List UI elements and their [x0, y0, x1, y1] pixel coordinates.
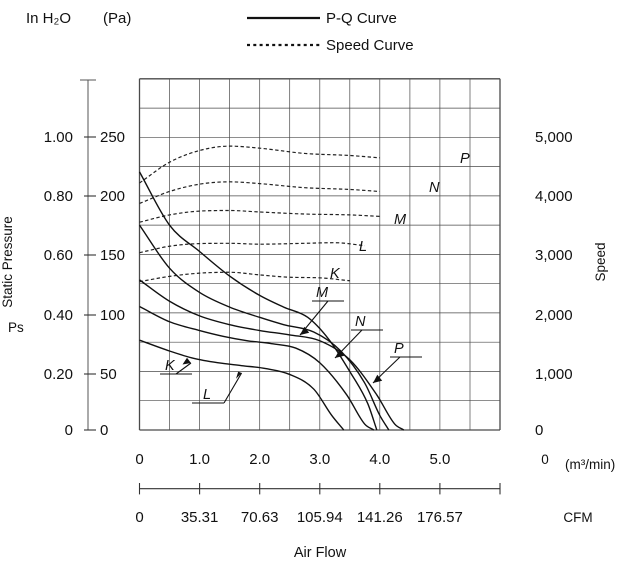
svg-text:0: 0: [65, 422, 73, 439]
svg-text:Static Pressure: Static Pressure: [0, 216, 15, 308]
svg-text:200: 200: [100, 188, 125, 205]
svg-text:150: 150: [100, 247, 125, 264]
svg-text:0: 0: [135, 451, 143, 468]
svg-text:M: M: [394, 212, 407, 228]
svg-text:3.0: 3.0: [309, 451, 330, 468]
svg-text:0.80: 0.80: [44, 188, 73, 205]
svg-text:0: 0: [541, 452, 549, 467]
svg-text:250: 250: [100, 129, 125, 146]
svg-text:5.0: 5.0: [429, 451, 450, 468]
svg-text:1,000: 1,000: [535, 366, 573, 383]
svg-text:4,000: 4,000: [535, 188, 573, 205]
svg-text:2,000: 2,000: [535, 307, 573, 324]
svg-text:N: N: [355, 314, 366, 330]
svg-text:0.60: 0.60: [44, 247, 73, 264]
svg-text:CFM: CFM: [563, 510, 592, 525]
svg-text:176.57: 176.57: [417, 509, 463, 526]
svg-text:(m³/min): (m³/min): [565, 457, 615, 472]
svg-text:0.40: 0.40: [44, 307, 73, 324]
svg-text:In H₂O: In H₂O: [26, 10, 71, 27]
svg-text:P: P: [460, 151, 470, 167]
svg-text:P-Q Curve: P-Q Curve: [326, 10, 397, 27]
svg-text:0.20: 0.20: [44, 366, 73, 383]
svg-text:105.94: 105.94: [297, 509, 343, 526]
svg-text:K: K: [330, 266, 341, 282]
svg-text:0: 0: [135, 509, 143, 526]
svg-text:35.31: 35.31: [181, 509, 219, 526]
svg-text:Speed: Speed: [593, 242, 608, 281]
svg-text:K: K: [165, 358, 176, 374]
svg-text:Air Flow: Air Flow: [294, 545, 347, 561]
svg-text:50: 50: [100, 366, 117, 383]
svg-text:(Pa): (Pa): [103, 10, 131, 27]
svg-text:L: L: [359, 239, 367, 255]
svg-text:0: 0: [535, 422, 543, 439]
svg-text:5,000: 5,000: [535, 129, 573, 146]
svg-text:1.00: 1.00: [44, 129, 73, 146]
svg-text:3,000: 3,000: [535, 247, 573, 264]
svg-text:M: M: [316, 285, 329, 301]
svg-text:P: P: [394, 341, 404, 357]
svg-text:Speed Curve: Speed Curve: [326, 37, 414, 54]
svg-text:4.0: 4.0: [369, 451, 390, 468]
svg-text:1.0: 1.0: [189, 451, 210, 468]
svg-text:100: 100: [100, 307, 125, 324]
svg-text:141.26: 141.26: [357, 509, 403, 526]
svg-text:L: L: [203, 387, 211, 403]
svg-text:2.0: 2.0: [249, 451, 270, 468]
svg-text:N: N: [429, 180, 440, 196]
svg-text:70.63: 70.63: [241, 509, 279, 526]
svg-text:0: 0: [100, 422, 108, 439]
svg-text:Ps: Ps: [8, 320, 24, 335]
